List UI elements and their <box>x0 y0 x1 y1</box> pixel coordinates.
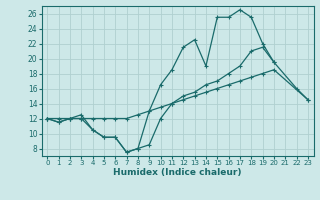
X-axis label: Humidex (Indice chaleur): Humidex (Indice chaleur) <box>113 168 242 177</box>
